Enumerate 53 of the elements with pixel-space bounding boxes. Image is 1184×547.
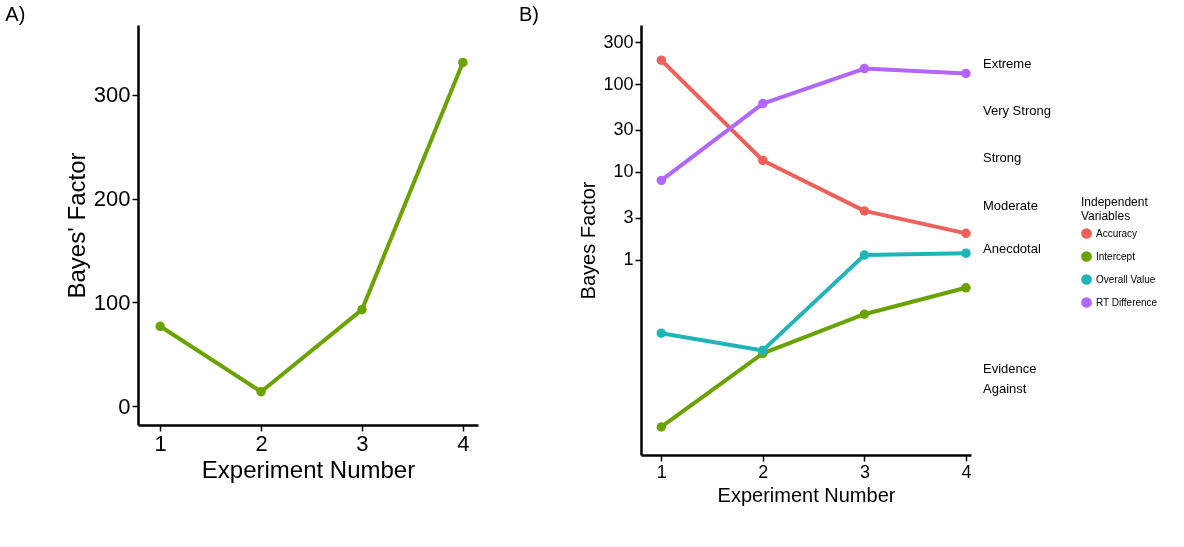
chart-title: B) xyxy=(518,3,539,25)
y-tick-label: 100 xyxy=(93,289,131,315)
point xyxy=(656,422,667,432)
legend-title: Independent Variables xyxy=(1081,195,1149,223)
y-axis-title: Bayes Factor xyxy=(577,181,600,300)
point xyxy=(859,206,870,216)
legend-label: Overall Value xyxy=(1096,273,1156,285)
point xyxy=(458,57,468,68)
y-tick-label: 200 xyxy=(93,186,131,212)
y-tick-label: 1 xyxy=(623,249,634,270)
text: Very Strong xyxy=(983,103,1051,118)
text: Extreme xyxy=(983,55,1032,71)
x-tick-label: 3 xyxy=(859,461,870,482)
y-tick-label: 30 xyxy=(613,119,634,140)
point xyxy=(656,55,667,65)
x-axis-title: Experiment Number xyxy=(717,483,896,506)
y-tick-label: 10 xyxy=(613,161,634,182)
x-tick-label: 1 xyxy=(154,430,167,456)
point xyxy=(859,63,870,74)
legend-label: Intercept xyxy=(1096,250,1136,262)
legend-label: RT Difference xyxy=(1096,296,1158,308)
y-tick-label: 300 xyxy=(603,31,634,52)
point xyxy=(961,248,971,258)
point xyxy=(758,98,768,109)
x-tick-label: 1 xyxy=(656,461,667,482)
point xyxy=(155,321,165,332)
point xyxy=(758,155,768,166)
y-tick-label: 300 xyxy=(93,82,131,108)
text: Strong xyxy=(983,150,1022,166)
x-tick-label: 2 xyxy=(255,430,268,456)
text: Evidence Against xyxy=(983,361,1037,396)
legend-label: Accuracy xyxy=(1096,227,1138,239)
chart-title: A) xyxy=(5,3,26,25)
point xyxy=(961,68,971,79)
text: Anecdotal xyxy=(983,240,1041,256)
x-axis-title: Experiment Number xyxy=(201,455,416,483)
point xyxy=(859,250,870,260)
x-tick-label: 4 xyxy=(961,461,972,482)
y-tick-label: 0 xyxy=(118,393,131,419)
point xyxy=(357,304,367,315)
y-axis-title: Bayes' Factor xyxy=(62,152,90,299)
y-tick-label: 3 xyxy=(623,207,634,228)
point xyxy=(961,283,971,293)
x-tick-label: 2 xyxy=(758,461,769,482)
text: Moderate xyxy=(983,197,1038,213)
point xyxy=(256,387,266,397)
y-tick-label: 100 xyxy=(603,73,634,94)
point xyxy=(656,175,667,186)
point xyxy=(961,228,971,239)
point xyxy=(859,309,870,319)
x-tick-label: 3 xyxy=(356,430,369,456)
point xyxy=(656,328,667,338)
x-tick-label: 4 xyxy=(457,430,470,456)
